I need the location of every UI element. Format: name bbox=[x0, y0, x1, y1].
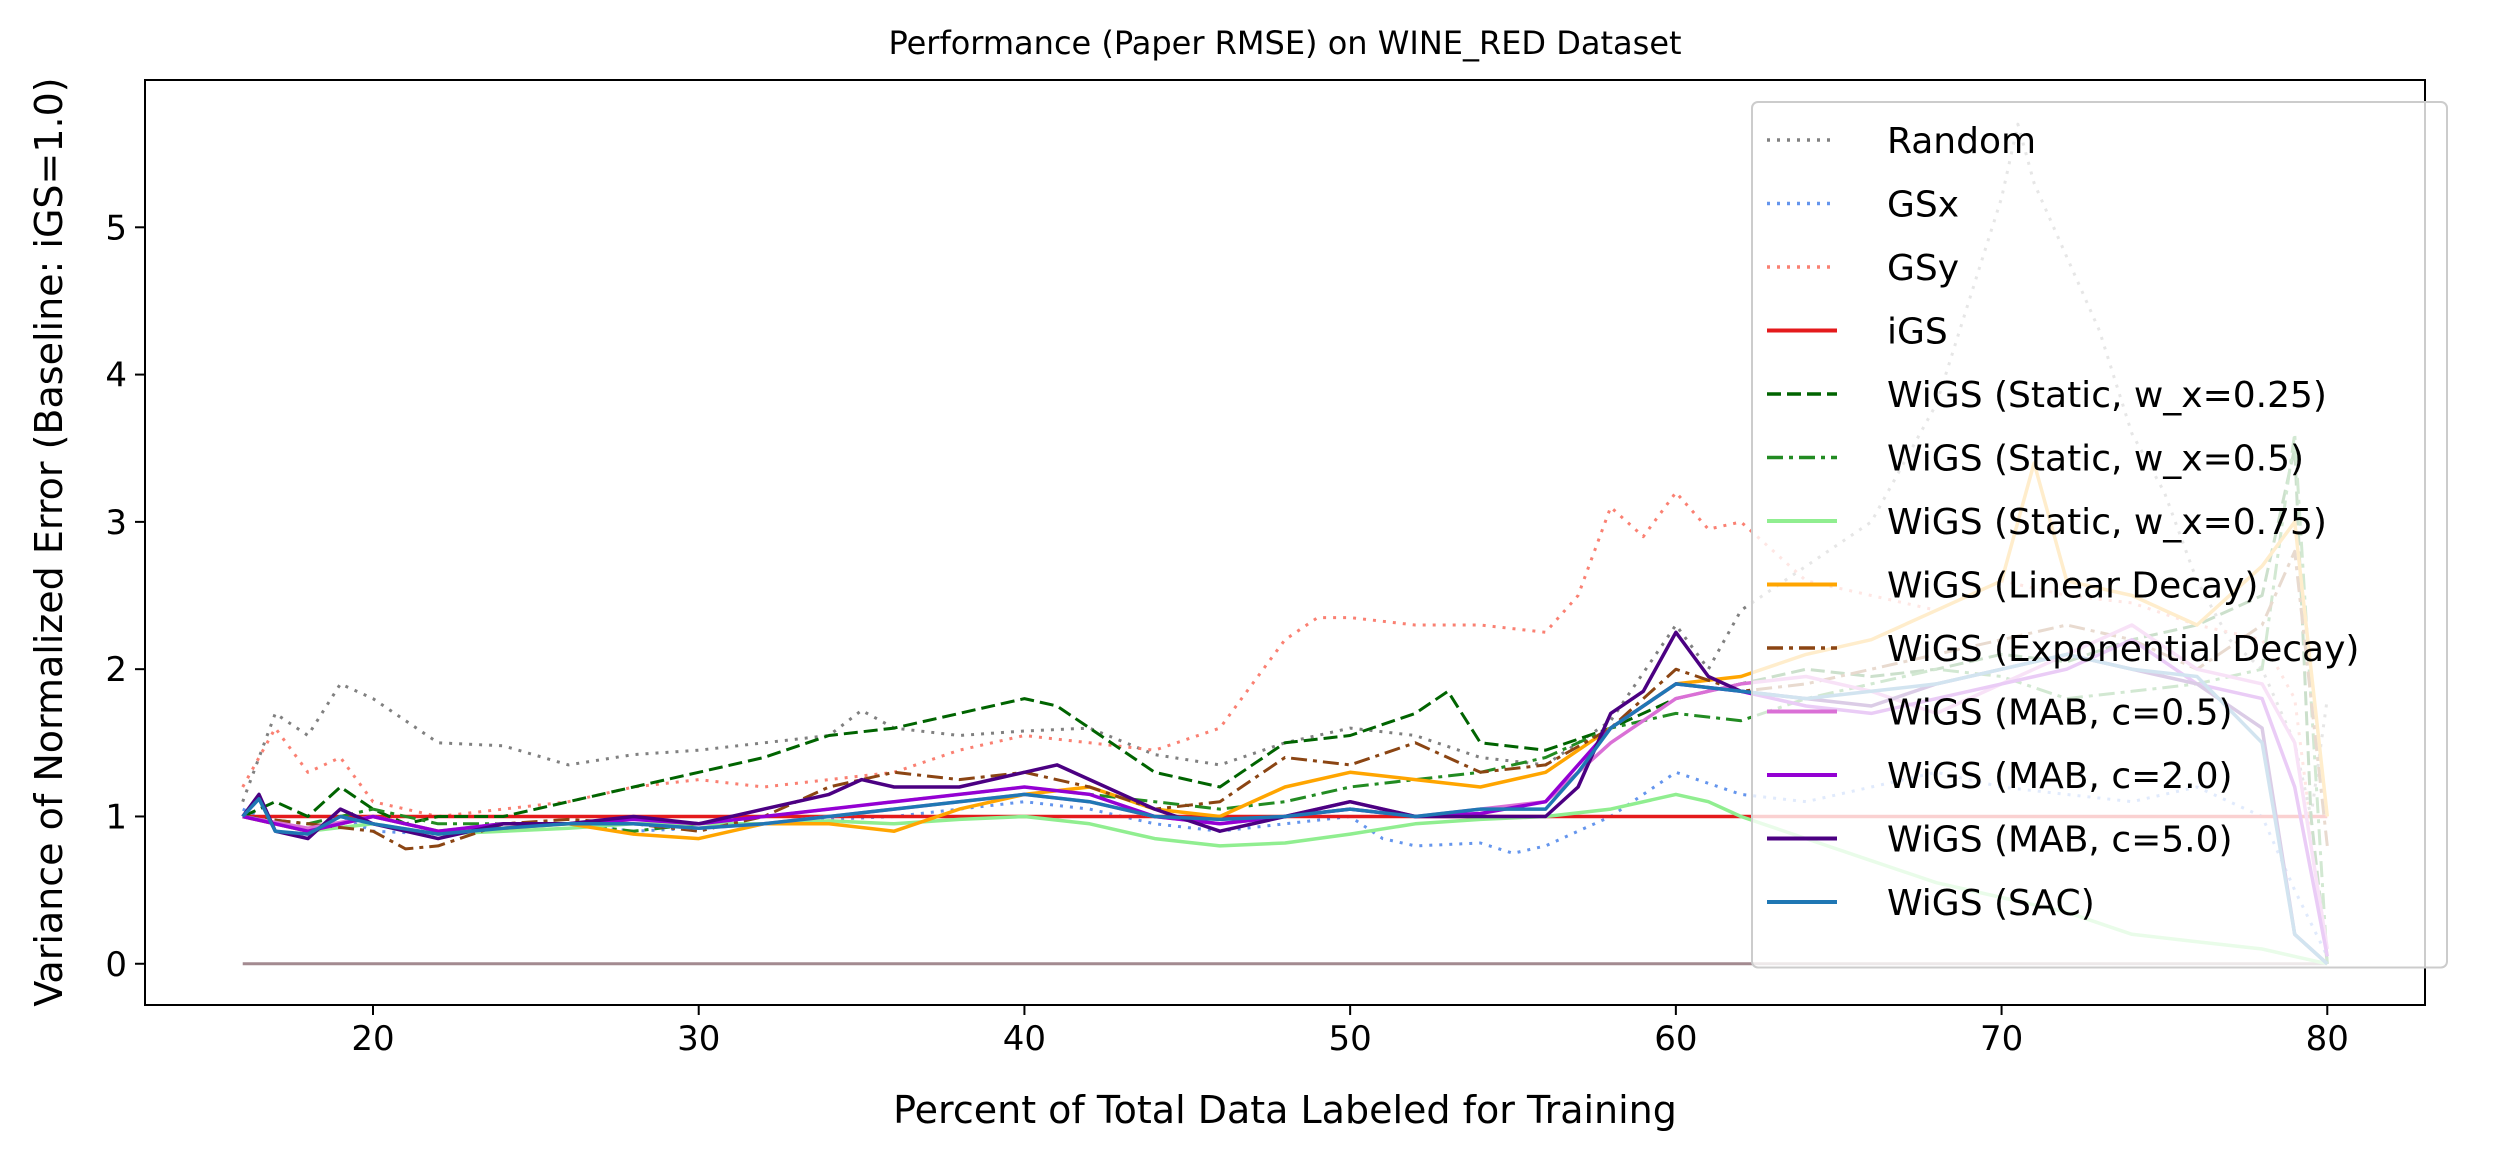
y-tick-label: 5 bbox=[105, 208, 127, 248]
legend-label: WiGS (Static, w_x=0.5) bbox=[1887, 439, 2304, 480]
axis-ticks: 20 30 40 50 60 70 80 0 1 2 3 4 5 bbox=[105, 208, 2349, 1059]
legend-label: WiGS (MAB, c=5.0) bbox=[1887, 820, 2233, 861]
legend-label: WiGS (Exponential Decay) bbox=[1887, 629, 2359, 670]
legend: Random GSx GSy iGS WiGS (Static, w_x=0.25) Wi… bbox=[1751, 101, 2448, 969]
x-tick-label: 50 bbox=[1329, 1019, 1372, 1059]
x-tick-label: 30 bbox=[677, 1019, 720, 1059]
y-tick-label: 4 bbox=[105, 356, 127, 396]
chart-title: Performance (Paper RMSE) on WINE_RED Dat… bbox=[888, 24, 1681, 62]
y-tick-label: 2 bbox=[105, 650, 127, 690]
legend-label: GSx bbox=[1887, 185, 1959, 226]
legend-label: WiGS (Static, w_x=0.25) bbox=[1887, 375, 2327, 416]
y-tick-label: 1 bbox=[105, 797, 127, 837]
y-tick-label: 3 bbox=[105, 503, 127, 543]
legend-label: iGS bbox=[1887, 312, 1948, 353]
x-tick-label: 60 bbox=[1654, 1019, 1697, 1059]
legend-label: WiGS (Static, w_x=0.75) bbox=[1887, 502, 2327, 543]
legend-label: WiGS (Linear Decay) bbox=[1887, 566, 2258, 607]
y-axis-label: Variance of Normalized Error (Baseline: … bbox=[27, 77, 71, 1006]
x-tick-label: 70 bbox=[1980, 1019, 2023, 1059]
series-line-8 bbox=[242, 549, 2329, 851]
series-line-0 bbox=[241, 122, 2329, 818]
legend-label: WiGS (MAB, c=0.5) bbox=[1887, 693, 2233, 734]
legend-label: GSy bbox=[1887, 248, 1959, 289]
legend-label: Random bbox=[1887, 121, 2036, 162]
legend-label: WiGS (MAB, c=2.0) bbox=[1887, 756, 2233, 797]
legend-label: WiGS (SAC) bbox=[1887, 883, 2095, 924]
y-tick-label: 0 bbox=[105, 945, 127, 985]
legend-box bbox=[1751, 101, 2448, 969]
x-tick-label: 80 bbox=[2306, 1019, 2349, 1059]
x-tick-label: 40 bbox=[1003, 1019, 1046, 1059]
x-axis-label: Percent of Total Data Labeled for Traini… bbox=[893, 1088, 1677, 1132]
x-tick-label: 20 bbox=[351, 1019, 394, 1059]
